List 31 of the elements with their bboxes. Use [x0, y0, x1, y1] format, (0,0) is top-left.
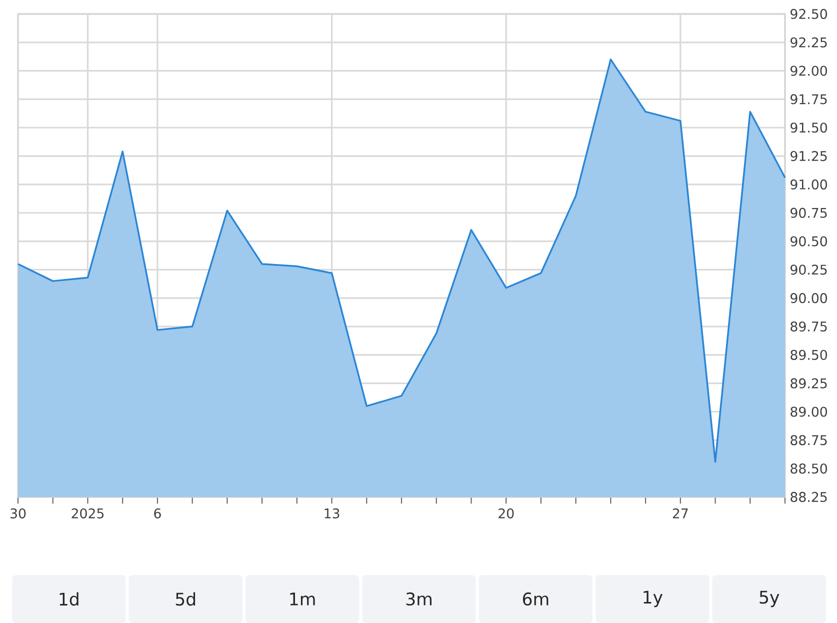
y-tick-label: 90.25	[790, 264, 827, 275]
text: 1m	[290, 592, 315, 606]
y-tick-label: 92.25	[790, 37, 827, 48]
y-tick-label: 89.75	[790, 321, 827, 332]
y-tick-label: 91.00	[790, 179, 828, 190]
y-tick-label: 91.75	[790, 94, 827, 104]
y-tick-label: 92.50	[790, 8, 828, 20]
y-tick-label: 89.25	[790, 378, 827, 388]
x-tick-label: 6	[154, 508, 161, 518]
text: 3m	[406, 592, 432, 606]
y-tick-label: 88.25	[790, 492, 827, 502]
y-tick-label: 89.50	[790, 350, 828, 360]
x-tick-label: 13	[324, 508, 340, 518]
y-tick-label: 88.75	[790, 435, 827, 446]
x-tick-label: 27	[672, 508, 688, 518]
y-tick-label: 90.75	[790, 208, 827, 218]
x-tick-label: 30	[10, 508, 26, 518]
y-tick-label: 91.50	[790, 122, 828, 133]
y-tick-label: 88.50	[790, 464, 828, 474]
y-tick-label: 91.25	[790, 150, 827, 162]
x-tick-label: 2025	[72, 508, 104, 518]
text: 5d	[176, 592, 196, 606]
y-tick-label: 92.00	[790, 66, 828, 76]
text: 5y	[760, 590, 780, 608]
x-tick-label: 20	[498, 508, 514, 518]
y-tick-label: 89.00	[790, 406, 828, 417]
y-tick-label: 90.50	[790, 236, 828, 246]
text: 6m	[522, 592, 548, 606]
y-tick-label: 90.00	[790, 293, 828, 304]
text: 1y	[644, 590, 663, 608]
text: 1d	[60, 592, 78, 606]
